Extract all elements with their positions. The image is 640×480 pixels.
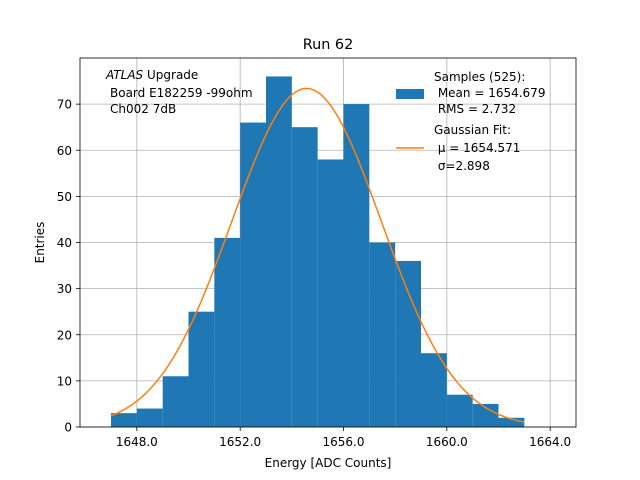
- y-tick-label: 60: [57, 144, 72, 158]
- svg-text:ATLAS Upgrade: ATLAS Upgrade: [105, 68, 198, 82]
- histogram-bar: [266, 76, 292, 427]
- x-tick-label: 1652.0: [219, 435, 261, 449]
- chart-title: Run 62: [303, 37, 353, 53]
- y-tick-label: 30: [57, 282, 72, 296]
- y-axis-ticks: 0 10 20 30 40 50 60 70: [57, 98, 80, 435]
- y-tick-label: 40: [57, 236, 72, 250]
- x-axis-label: Energy [ADC Counts]: [265, 456, 392, 470]
- histogram-bar: [162, 376, 189, 427]
- x-tick-label: 1664.0: [529, 435, 571, 449]
- legend-samples-title: Samples (525):: [434, 70, 525, 84]
- y-tick-label: 0: [64, 421, 72, 435]
- histogram-bars: [111, 76, 525, 427]
- atlas-annotation: ATLAS Upgrade Board E182259 -99ohm Ch002…: [105, 68, 253, 116]
- legend-fit-mu: μ = 1654.571: [434, 141, 520, 155]
- legend-samples-rms: RMS = 2.732: [434, 102, 516, 116]
- histogram-bar: [343, 104, 370, 427]
- x-tick-label: 1656.0: [323, 435, 365, 449]
- legend-samples-swatch: [396, 89, 424, 99]
- board-label: Board E182259 -99ohm: [110, 86, 253, 100]
- histogram-bar: [291, 127, 318, 427]
- legend: Samples (525): Mean = 1654.679 RMS = 2.7…: [396, 70, 545, 173]
- x-tick-label: 1648.0: [116, 435, 158, 449]
- histogram-bar: [111, 413, 137, 427]
- legend-fit-title: Gaussian Fit:: [434, 123, 511, 137]
- legend-samples-mean: Mean = 1654.679: [434, 86, 545, 100]
- histogram-bar: [214, 237, 241, 427]
- histogram-bar: [136, 408, 163, 427]
- histogram-bar: [369, 242, 396, 427]
- atlas-label: ATLAS: [105, 68, 144, 82]
- histogram-bar: [240, 122, 266, 427]
- gaussian-fit-curve: [110, 87, 525, 423]
- histogram-bar: [498, 417, 525, 427]
- y-tick-label: 70: [57, 98, 72, 112]
- histogram-bar: [421, 353, 447, 427]
- y-tick-label: 10: [57, 374, 72, 388]
- histogram-bar: [188, 311, 215, 427]
- histogram-bar: [317, 159, 344, 427]
- histogram-bar: [395, 260, 421, 427]
- histogram-bar: [446, 394, 473, 427]
- y-tick-label: 20: [57, 328, 72, 342]
- y-axis-label: Entries: [33, 222, 47, 264]
- legend-fit-sigma: σ=2.898: [434, 159, 490, 173]
- x-tick-label: 1660.0: [426, 435, 468, 449]
- channel-label: Ch002 7dB: [110, 102, 176, 116]
- x-axis-ticks: 1648.0 1652.0 1656.0 1660.0 1664.0: [116, 427, 571, 449]
- histogram-bar: [472, 403, 499, 427]
- y-tick-label: 50: [57, 190, 72, 204]
- atlas-upgrade-label: Upgrade: [143, 68, 198, 82]
